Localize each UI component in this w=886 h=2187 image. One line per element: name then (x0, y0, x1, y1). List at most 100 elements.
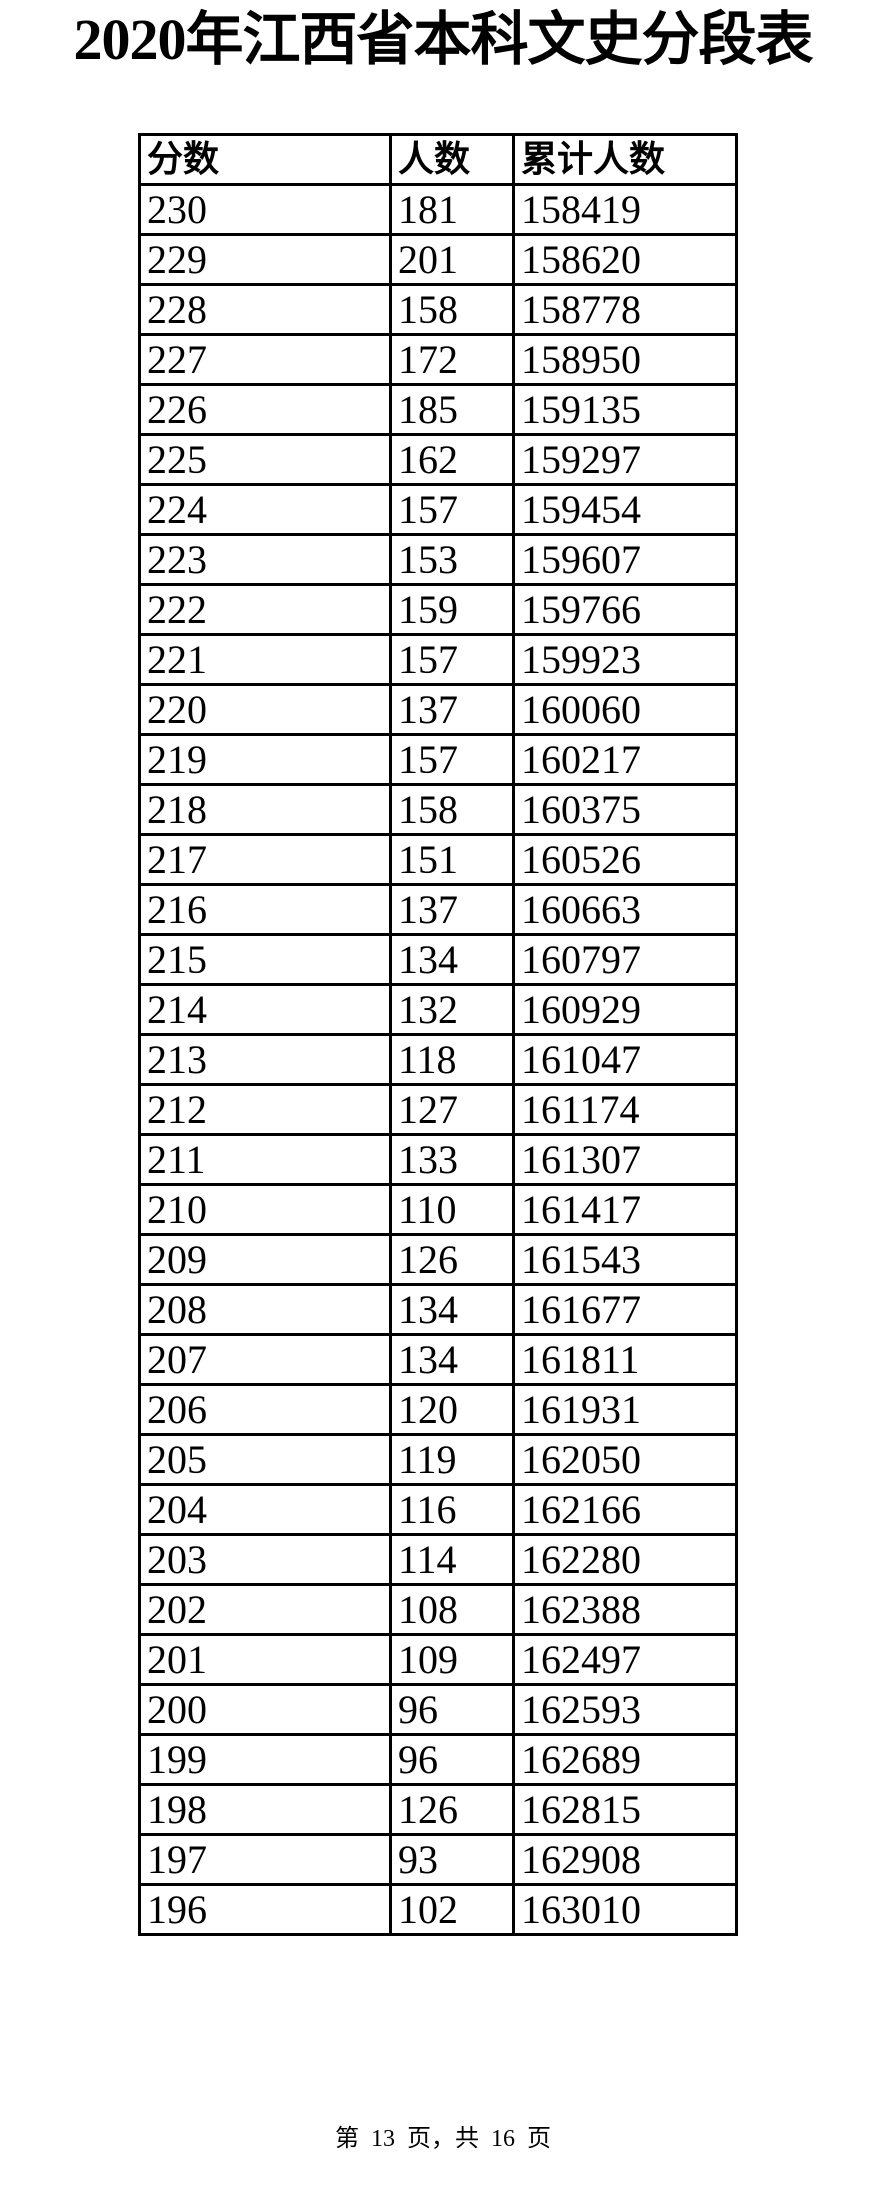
count-cell: 158 (389, 783, 515, 836)
table-row: 213 118 161047 (138, 1033, 738, 1086)
count-cell: 185 (389, 383, 515, 436)
score-cell: 206 (138, 1383, 392, 1436)
score-cell: 199 (138, 1733, 392, 1786)
header-cumulative: 累计人数 (512, 133, 738, 186)
count-cell: 137 (389, 883, 515, 936)
score-cell: 223 (138, 533, 392, 586)
table-row: 197 93 162908 (138, 1833, 738, 1886)
score-cell: 230 (138, 183, 392, 236)
score-cell: 220 (138, 683, 392, 736)
count-cell: 133 (389, 1133, 515, 1186)
cumulative-cell: 162689 (512, 1733, 738, 1786)
count-cell: 110 (389, 1183, 515, 1236)
score-cell: 224 (138, 483, 392, 536)
score-cell: 227 (138, 333, 392, 386)
count-cell: 134 (389, 933, 515, 986)
table-row: 210 110 161417 (138, 1183, 738, 1236)
count-cell: 108 (389, 1583, 515, 1636)
count-cell: 132 (389, 983, 515, 1036)
table-row: 228 158 158778 (138, 283, 738, 336)
table-row: 206 120 161931 (138, 1383, 738, 1436)
table-row: 198 126 162815 (138, 1783, 738, 1836)
table-row: 217 151 160526 (138, 833, 738, 886)
table-row: 196 102 163010 (138, 1883, 738, 1936)
cumulative-cell: 161677 (512, 1283, 738, 1336)
score-cell: 221 (138, 633, 392, 686)
header-score: 分数 (138, 133, 392, 186)
score-cell: 203 (138, 1533, 392, 1586)
score-cell: 226 (138, 383, 392, 436)
cumulative-cell: 159135 (512, 383, 738, 436)
cumulative-cell: 158950 (512, 333, 738, 386)
table-row: 218 158 160375 (138, 783, 738, 836)
score-cell: 201 (138, 1633, 392, 1686)
cumulative-cell: 160929 (512, 983, 738, 1036)
score-cell: 198 (138, 1783, 392, 1836)
count-cell: 158 (389, 283, 515, 336)
cumulative-cell: 160663 (512, 883, 738, 936)
table-header-row: 分数 人数 累计人数 (138, 133, 738, 186)
cumulative-cell: 158620 (512, 233, 738, 286)
cumulative-cell: 159297 (512, 433, 738, 486)
count-cell: 157 (389, 733, 515, 786)
cumulative-cell: 161811 (512, 1333, 738, 1386)
score-cell: 208 (138, 1283, 392, 1336)
count-cell: 201 (389, 233, 515, 286)
score-cell: 213 (138, 1033, 392, 1086)
cumulative-cell: 158419 (512, 183, 738, 236)
table-row: 204 116 162166 (138, 1483, 738, 1536)
score-cell: 209 (138, 1233, 392, 1286)
score-cell: 218 (138, 783, 392, 836)
cumulative-cell: 162166 (512, 1483, 738, 1536)
score-cell: 215 (138, 933, 392, 986)
count-cell: 114 (389, 1533, 515, 1586)
table-row: 200 96 162593 (138, 1683, 738, 1736)
cumulative-cell: 159454 (512, 483, 738, 536)
table-row: 202 108 162388 (138, 1583, 738, 1636)
table-row: 208 134 161677 (138, 1283, 738, 1336)
cumulative-cell: 159923 (512, 633, 738, 686)
count-cell: 172 (389, 333, 515, 386)
table-row: 229 201 158620 (138, 233, 738, 286)
table-row: 205 119 162050 (138, 1433, 738, 1486)
cumulative-cell: 160060 (512, 683, 738, 736)
table-row: 216 137 160663 (138, 883, 738, 936)
cumulative-cell: 161417 (512, 1183, 738, 1236)
count-cell: 109 (389, 1633, 515, 1686)
count-cell: 157 (389, 483, 515, 536)
table-row: 220 137 160060 (138, 683, 738, 736)
table-row: 225 162 159297 (138, 433, 738, 486)
count-cell: 159 (389, 583, 515, 636)
cumulative-cell: 162388 (512, 1583, 738, 1636)
count-cell: 134 (389, 1283, 515, 1336)
cumulative-cell: 160526 (512, 833, 738, 886)
table-row: 223 153 159607 (138, 533, 738, 586)
score-cell: 204 (138, 1483, 392, 1536)
table-row: 226 185 159135 (138, 383, 738, 436)
count-cell: 127 (389, 1083, 515, 1136)
count-cell: 162 (389, 433, 515, 486)
score-cell: 217 (138, 833, 392, 886)
score-cell: 216 (138, 883, 392, 936)
count-cell: 93 (389, 1833, 515, 1886)
cumulative-cell: 160797 (512, 933, 738, 986)
score-distribution-table: 分数 人数 累计人数 230 181 158419 229 201 158620 228 15… (138, 133, 738, 1936)
page-number: 第 13 页，共 16 页 (335, 2126, 551, 2152)
table-row: 215 134 160797 (138, 933, 738, 986)
table-row: 211 133 161307 (138, 1133, 738, 1186)
score-cell: 202 (138, 1583, 392, 1636)
count-cell: 118 (389, 1033, 515, 1086)
cumulative-cell: 161047 (512, 1033, 738, 1086)
header-count: 人数 (389, 133, 515, 186)
count-cell: 126 (389, 1233, 515, 1286)
page-title: 2020年江西省本科文史分段表 (73, 7, 813, 72)
cumulative-cell: 161931 (512, 1383, 738, 1436)
cumulative-cell: 158778 (512, 283, 738, 336)
count-cell: 116 (389, 1483, 515, 1536)
score-cell: 197 (138, 1833, 392, 1886)
count-cell: 134 (389, 1333, 515, 1386)
table-row: 224 157 159454 (138, 483, 738, 536)
table-row: 199 96 162689 (138, 1733, 738, 1786)
cumulative-cell: 159766 (512, 583, 738, 636)
count-cell: 153 (389, 533, 515, 586)
